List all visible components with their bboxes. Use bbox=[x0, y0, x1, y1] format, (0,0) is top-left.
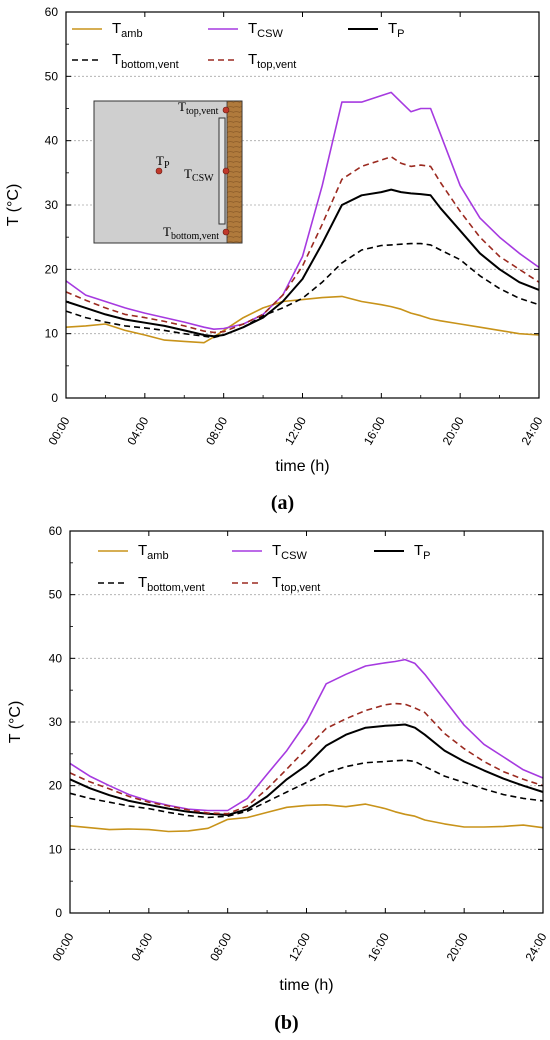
x-axis-title: time (h) bbox=[275, 458, 329, 475]
legend-label-p: TP bbox=[414, 542, 431, 562]
series-line-amb bbox=[65, 295, 540, 344]
y-tick-label: 30 bbox=[49, 715, 63, 729]
x-tick-label: 24:00 bbox=[522, 930, 549, 963]
y-tick-label: 10 bbox=[45, 327, 59, 341]
chart-panel-b: 0 10 20 30 40 50 60 00:00 04:00 08:00 12:00 16:00 20… bbox=[7, 524, 550, 1034]
y-tick-label: 20 bbox=[49, 779, 63, 793]
legend-label-sub: amb bbox=[147, 550, 168, 562]
legend-label-sub: CSW bbox=[257, 28, 283, 40]
legend-label-main: T bbox=[272, 574, 281, 591]
legend-label-csw: TCSW bbox=[272, 542, 307, 562]
legend-label-p: TP bbox=[388, 20, 405, 40]
x-tick-label: 08:00 bbox=[203, 414, 230, 447]
inset-sensor-dot bbox=[155, 167, 163, 175]
chart-panel-a: Ttop,ventTPTCSWTbottom,vent0102030405060… bbox=[5, 5, 546, 514]
inset-sensor-dot bbox=[222, 106, 230, 114]
x-tick-label: 16:00 bbox=[361, 414, 388, 447]
legend-label-bottom-vent: Tbottom,vent bbox=[138, 574, 205, 594]
inset-label-sub: CSW bbox=[192, 173, 214, 184]
legend-label-sub: top,vent bbox=[281, 582, 320, 594]
legend-label-sub: top,vent bbox=[257, 59, 296, 71]
legend-label-main: T bbox=[112, 20, 121, 37]
series-line-bottom-vent bbox=[69, 759, 544, 819]
legend-label-main: T bbox=[248, 20, 257, 37]
legend-label-main: T bbox=[248, 51, 257, 68]
x-tick-label: 12:00 bbox=[286, 930, 313, 963]
y-tick-label: 0 bbox=[55, 906, 62, 920]
panel-label: (b) bbox=[274, 1012, 298, 1034]
y-axis-title: T (°C) bbox=[7, 701, 24, 744]
legend-label-sub: CSW bbox=[281, 550, 307, 562]
inset-label-main: T bbox=[178, 99, 186, 114]
x-tick-label: 20:00 bbox=[444, 930, 471, 963]
legend-label-top-vent: Ttop,vent bbox=[272, 574, 320, 594]
inset-label-main: T bbox=[156, 153, 164, 168]
legend-label-main: T bbox=[414, 542, 423, 559]
series-line-amb bbox=[69, 803, 544, 833]
x-tick-label: 12:00 bbox=[282, 414, 309, 447]
inset-label: TCSW bbox=[184, 166, 214, 184]
x-tick-label: 16:00 bbox=[365, 930, 392, 963]
panel-label: (a) bbox=[271, 492, 294, 514]
legend-label-main: T bbox=[272, 542, 281, 559]
y-tick-label: 40 bbox=[45, 134, 59, 148]
inset-label-main: T bbox=[184, 166, 192, 181]
inset-label: Ttop,vent bbox=[178, 99, 219, 117]
legend-label-main: T bbox=[388, 20, 397, 37]
y-tick-label: 40 bbox=[49, 651, 63, 665]
x-tick-label: 04:00 bbox=[124, 414, 151, 447]
x-tick-label: 08:00 bbox=[207, 930, 234, 963]
legend-label-amb: Tamb bbox=[138, 542, 169, 562]
series-line-csw bbox=[69, 658, 544, 812]
legend-label-main: T bbox=[138, 542, 147, 559]
series-line-p bbox=[69, 723, 544, 816]
x-axis-title: time (h) bbox=[279, 977, 333, 994]
inset-label: Tbottom,vent bbox=[163, 224, 219, 242]
inset-sensor-dot bbox=[222, 228, 230, 236]
legend-label-bottom-vent: Tbottom,vent bbox=[112, 51, 179, 71]
x-tick-label: 04:00 bbox=[128, 930, 155, 963]
legend-label-sub: P bbox=[397, 28, 404, 40]
y-tick-label: 50 bbox=[49, 588, 63, 602]
y-tick-label: 30 bbox=[45, 198, 59, 212]
series-line-p bbox=[65, 188, 540, 338]
inset-label-sub: bottom,vent bbox=[171, 231, 219, 242]
y-axis-title: T (°C) bbox=[5, 184, 22, 227]
legend-label-sub: amb bbox=[121, 28, 142, 40]
series-line-csw bbox=[65, 91, 540, 331]
x-tick-label: 00:00 bbox=[49, 930, 76, 963]
inset-label-main: T bbox=[163, 224, 171, 239]
series-line-top-vent bbox=[69, 702, 544, 815]
inset-label-sub: P bbox=[164, 160, 170, 171]
legend-label-sub: bottom,vent bbox=[121, 59, 178, 71]
inset-label: TP bbox=[156, 153, 170, 171]
series-line-bottom-vent bbox=[65, 242, 540, 339]
y-tick-label: 60 bbox=[49, 524, 63, 538]
inset-wood-panel bbox=[226, 100, 243, 244]
inset-sensor-dot bbox=[222, 167, 230, 175]
y-tick-label: 0 bbox=[51, 391, 58, 405]
legend-label-sub: P bbox=[423, 550, 430, 562]
legend-label-csw: TCSW bbox=[248, 20, 283, 40]
legend-label-amb: Tamb bbox=[112, 20, 143, 40]
y-tick-label: 50 bbox=[45, 69, 59, 83]
x-tick-label: 24:00 bbox=[518, 414, 545, 447]
y-tick-label: 20 bbox=[45, 262, 59, 276]
legend-label-sub: bottom,vent bbox=[147, 582, 204, 594]
y-tick-label: 60 bbox=[45, 5, 59, 19]
x-tick-label: 20:00 bbox=[440, 414, 467, 447]
y-tick-label: 10 bbox=[49, 842, 63, 856]
legend-label-main: T bbox=[112, 51, 121, 68]
series-line-top-vent bbox=[65, 156, 540, 334]
legend-label-top-vent: Ttop,vent bbox=[248, 51, 296, 71]
x-tick-label: 00:00 bbox=[45, 414, 72, 447]
legend-label-main: T bbox=[138, 574, 147, 591]
inset-label-sub: top,vent bbox=[186, 106, 219, 117]
